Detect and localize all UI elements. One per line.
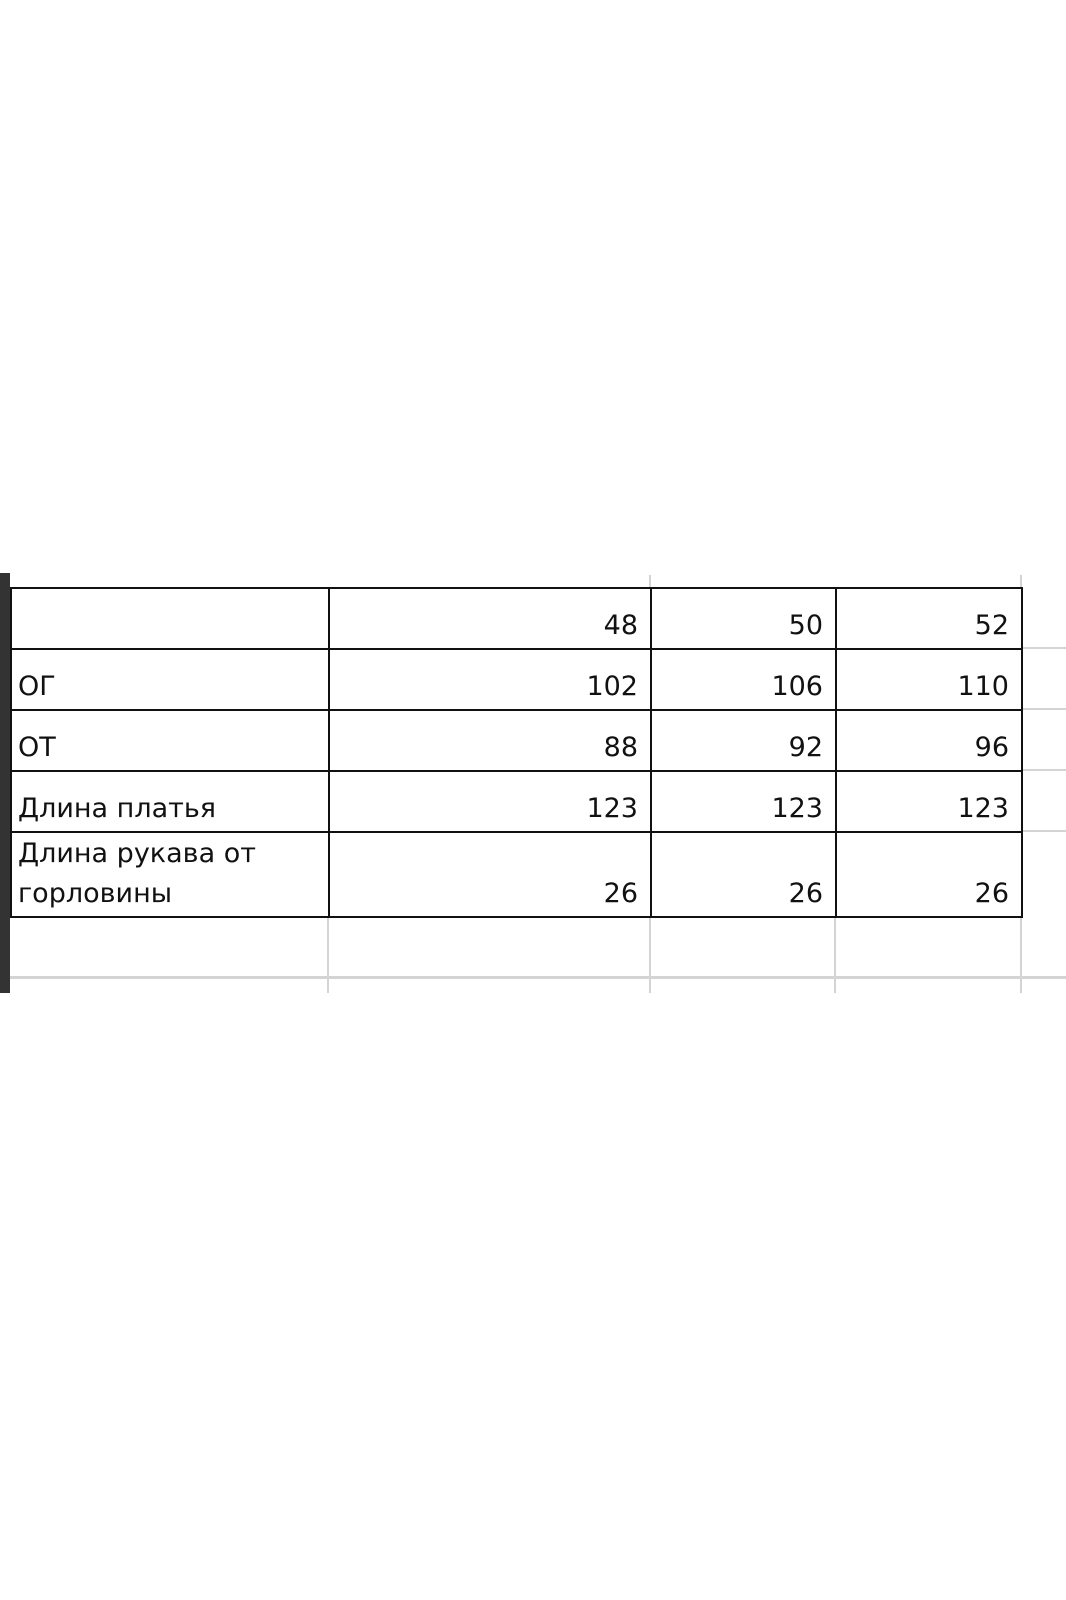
table-cell[interactable]: 123	[650, 770, 837, 833]
gridline	[649, 575, 651, 587]
gridline	[1020, 575, 1022, 587]
table-cell[interactable]: 26	[835, 831, 1023, 918]
table-row-header: 48 50 52	[10, 587, 1023, 650]
table-cell[interactable]: 96	[835, 709, 1023, 772]
table-cell[interactable]: 102	[328, 648, 652, 711]
gridline	[1022, 830, 1066, 832]
table-cell[interactable]: 88	[328, 709, 652, 772]
table-row: Длина платья 123 123 123	[10, 770, 1023, 833]
table-cell[interactable]: 123	[835, 770, 1023, 833]
row-label-cell[interactable]: ОТ	[10, 709, 330, 772]
table-row: ОГ 102 106 110	[10, 648, 1023, 711]
table-row: ОТ 88 92 96	[10, 709, 1023, 772]
gridline	[649, 916, 651, 993]
table-cell[interactable]	[10, 587, 330, 650]
table-cell[interactable]: 110	[835, 648, 1023, 711]
gridline	[10, 976, 1066, 979]
table-cell[interactable]: 26	[328, 831, 652, 918]
size-header-cell[interactable]: 52	[835, 587, 1023, 650]
spreadsheet-row-header-edge	[0, 573, 10, 993]
table-cell[interactable]: 26	[650, 831, 837, 918]
table-cell[interactable]: 123	[328, 770, 652, 833]
row-label-cell[interactable]: Длина платья	[10, 770, 330, 833]
table-row: Длина рукава от горловины 26 26 26	[10, 831, 1023, 918]
gridline	[327, 916, 329, 993]
size-header-cell[interactable]: 50	[650, 587, 837, 650]
gridline	[1022, 769, 1066, 771]
gridline	[1020, 916, 1022, 993]
table-cell[interactable]: 92	[650, 709, 837, 772]
gridline	[834, 916, 836, 993]
size-table: 48 50 52 ОГ 102 106 110 ОТ 88 92 96 Длин…	[10, 587, 1023, 918]
gridline	[1022, 647, 1066, 649]
table-cell[interactable]: 106	[650, 648, 837, 711]
row-label-cell[interactable]: Длина рукава от горловины	[10, 831, 330, 918]
row-label-cell[interactable]: ОГ	[10, 648, 330, 711]
gridline	[1022, 708, 1066, 710]
size-header-cell[interactable]: 48	[328, 587, 652, 650]
